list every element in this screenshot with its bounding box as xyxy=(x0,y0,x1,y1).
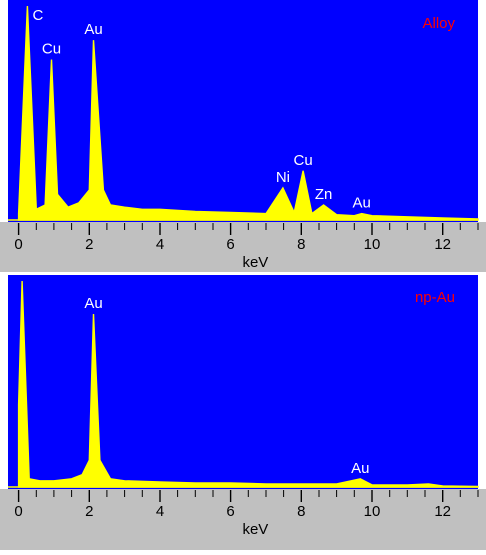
panel-1-peak-label: C xyxy=(33,7,44,24)
panel-1-axis-band xyxy=(0,222,486,272)
panel-1-title: Alloy xyxy=(422,15,455,32)
panel-2-plot-area xyxy=(8,275,478,489)
panel-2-x-tick-label: 6 xyxy=(226,503,234,520)
panel-2-spectrum xyxy=(17,280,479,488)
panel-2-x-tick-label: 8 xyxy=(297,503,305,520)
panel-2-axis-band xyxy=(0,489,486,550)
panel-2-x-tick-label: 12 xyxy=(434,503,451,520)
panel-2-x-tick-label: 2 xyxy=(85,503,93,520)
panel-1-x-tick-label: 10 xyxy=(364,236,381,253)
panel-1-x-tick-label: 6 xyxy=(226,236,234,253)
panel-1-x-tick-label: 0 xyxy=(14,236,22,253)
panel-1-peak-label: Au xyxy=(353,195,371,212)
panel-1-x-tick-label: 12 xyxy=(434,236,451,253)
panel-1-x-tick-label: 8 xyxy=(297,236,305,253)
panel-1-peak-label: Cu xyxy=(42,41,61,58)
panel-1-x-axis-label: keV xyxy=(242,254,268,271)
panel-2-x-tick-label: 0 xyxy=(14,503,22,520)
panel-1-spectrum xyxy=(17,5,479,221)
panel-2-x-tick-label: 4 xyxy=(156,503,164,520)
panel-2-title: np-Au xyxy=(415,289,455,306)
panel-1-peak-label: Cu xyxy=(294,152,313,169)
panel-1-plot-area xyxy=(8,0,478,222)
panel-2: Au Au np-Au 0 2 4 6 8 10 12 keV xyxy=(0,275,486,550)
panel-2-peak-label: Au xyxy=(351,460,369,477)
panel-2-x-tick-label: 10 xyxy=(364,503,381,520)
panel-2-peak-label: Au xyxy=(84,295,102,312)
panel-1-x-tick-label: 4 xyxy=(156,236,164,253)
panel-2-x-axis-label: keV xyxy=(242,521,268,538)
panel-1-peak-label: Ni xyxy=(276,169,290,186)
panel-1-peak-label: Au xyxy=(84,21,102,38)
panel-1-peak-label: Zn xyxy=(315,186,333,203)
panel-1-x-tick-label: 2 xyxy=(85,236,93,253)
